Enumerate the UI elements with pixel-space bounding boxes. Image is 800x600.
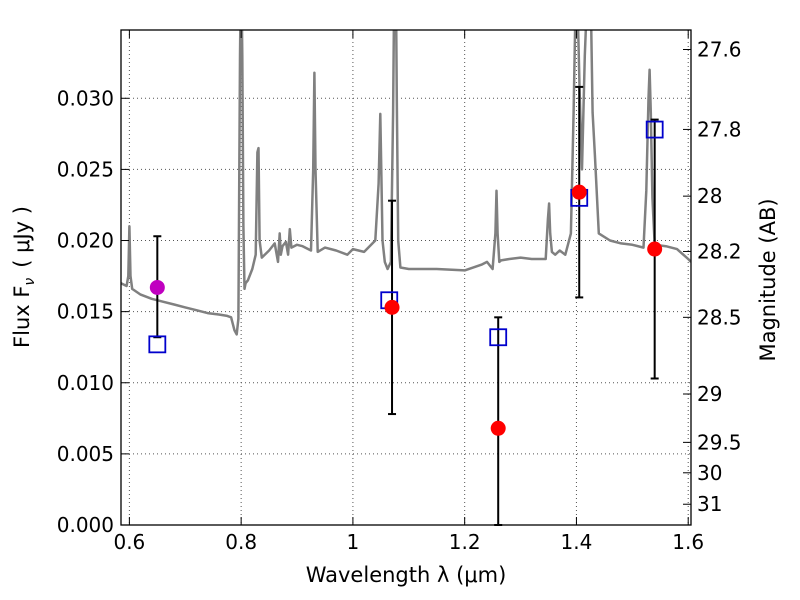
y2-tick-label: 27.6 <box>697 37 742 61</box>
x-tick-label: 0.6 <box>113 530 145 554</box>
model-photometry-square <box>645 120 664 139</box>
y2-tick-label: 28.5 <box>697 305 742 329</box>
y-axis-label-subscript: ν <box>22 278 38 286</box>
y2-tick-label: 29.5 <box>697 430 742 454</box>
observed-photometry-point <box>384 299 400 315</box>
model-photometry-square <box>489 328 508 347</box>
y-tick-label: 0.030 <box>57 86 114 110</box>
y-tick-label: 0.000 <box>57 513 114 537</box>
plot-background <box>121 30 691 525</box>
y-tick-label: 0.020 <box>57 229 114 253</box>
y2-tick-label: 30 <box>697 461 722 485</box>
y-tick-label: 0.005 <box>57 442 114 466</box>
plot-frame <box>120 29 692 526</box>
x-tick-label: 1 <box>347 530 360 554</box>
observed-photometry-point <box>571 184 587 200</box>
x-tick-label: 0.8 <box>225 530 257 554</box>
observed-photometry-point <box>490 420 506 436</box>
y2-tick-label: 28.2 <box>697 239 742 263</box>
y-axis-label-main: Flux F <box>10 286 34 348</box>
model-spectrum-layer <box>121 30 691 336</box>
x-axis-label: Wavelength λ (μm) <box>306 563 507 587</box>
axis-ticks: 0.6 0.8 1 1.2 1.4 1.6 0.000 0.005 0.010 0.015 0.02… <box>57 30 742 554</box>
y-tick-label: 0.010 <box>57 371 114 395</box>
observed-photometry-point <box>647 241 663 257</box>
x-tick-label: 1.2 <box>449 530 481 554</box>
observed-photometry-layer <box>149 184 663 436</box>
model-photometry-square <box>148 335 167 354</box>
y2-tick-label: 27.8 <box>697 117 742 141</box>
y2-tick-label: 28 <box>697 184 722 208</box>
y-axis-label-unit: ( μJy ) <box>10 206 34 268</box>
observed-photometry-point <box>149 279 165 295</box>
y-axis-label: Flux Fν ( μJy ) <box>10 206 38 348</box>
y2-tick-label: 31 <box>697 492 722 516</box>
y2-axis-label: Magnitude (AB) <box>756 198 780 361</box>
x-tick-label: 1.4 <box>561 530 593 554</box>
y-tick-label: 0.025 <box>57 157 114 181</box>
x-tick-label: 1.6 <box>672 530 704 554</box>
y2-tick-label: 29 <box>697 382 722 406</box>
model-spectrum-line <box>121 30 691 336</box>
y-tick-label: 0.015 <box>57 300 114 324</box>
